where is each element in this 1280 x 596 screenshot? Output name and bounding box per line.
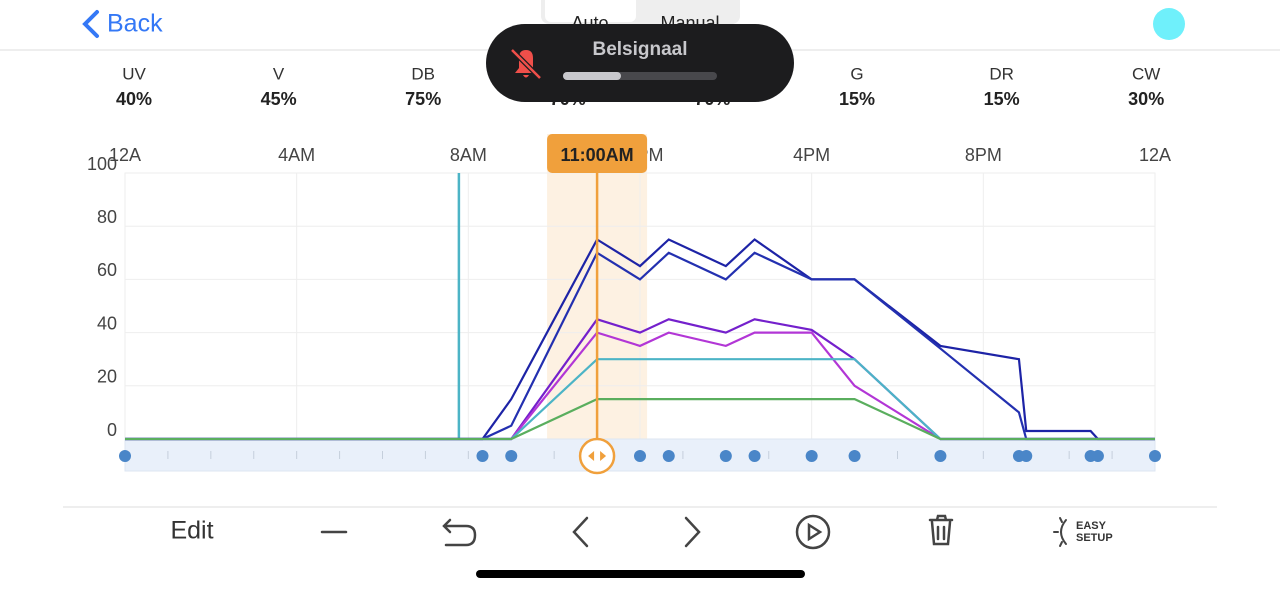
channel-name: DR (989, 64, 1014, 83)
back-label: Back (107, 10, 163, 38)
y-tick-label: 20 (97, 367, 117, 387)
x-tick-label: 4PM (793, 145, 830, 165)
edit-button[interactable]: Edit (170, 517, 213, 545)
handle-arrows (588, 451, 607, 461)
y-tick-label: 40 (97, 313, 117, 333)
home-indicator (476, 570, 805, 578)
channel-value: 15% (839, 89, 875, 109)
channel-value: 40% (116, 89, 152, 109)
series-line (125, 398, 1155, 441)
timepoint-dot (719, 450, 732, 462)
timepoint-dot (1091, 450, 1104, 462)
timepoint-dot (662, 450, 675, 462)
easy-setup-icon (1060, 519, 1067, 545)
channel-name: G (850, 64, 863, 83)
back-button[interactable]: Back (82, 10, 163, 38)
series-line (125, 237, 1155, 441)
channel-value: 15% (984, 89, 1020, 109)
setup-label: SETUP (1076, 532, 1113, 544)
bell-slash (511, 49, 541, 79)
timepoint-dot (1020, 450, 1033, 462)
channel-value: 75% (405, 89, 441, 109)
x-tick-label: 12A (109, 145, 141, 165)
undo-button[interactable] (442, 518, 477, 547)
toast: Belsignaal (486, 24, 794, 102)
channel-name: DB (411, 64, 435, 83)
y-tick-label: 100 (87, 154, 117, 174)
play-button[interactable] (795, 514, 831, 550)
toolbar: Edit EASY SETUP (170, 514, 1113, 550)
timepoint-dot (634, 450, 646, 462)
cursor-badge (547, 134, 648, 173)
timepoint-dot (119, 450, 131, 462)
timepoint-dot (934, 450, 947, 462)
channel-name: CW (1132, 64, 1160, 83)
cursor-label: 11:00AM (561, 145, 634, 165)
x-tick-label: 4AM (278, 145, 315, 165)
toast-bg (486, 24, 794, 102)
timepoint-dot (748, 450, 761, 462)
delete-button[interactable] (928, 514, 954, 546)
y-tick-label: 60 (97, 260, 117, 280)
y-tick-label: 0 (107, 420, 117, 440)
timepoint-dot (1149, 450, 1161, 462)
chart: 02040608010012A4AM8AM12PM4PM8PM12A11:00A… (87, 134, 1171, 475)
toast-title: Belsignaal (592, 39, 687, 60)
channel-name: UV (122, 64, 146, 83)
status-dot[interactable] (1153, 8, 1185, 40)
next-button[interactable] (684, 516, 701, 548)
channel-name: V (273, 64, 285, 83)
prev-button[interactable] (572, 516, 589, 548)
segment-selected[interactable] (545, 0, 636, 22)
timepoint-dot (476, 450, 489, 462)
timepoint-dot (848, 450, 861, 462)
x-tick-label: 8PM (965, 145, 1002, 165)
channel-value: 30% (1128, 89, 1164, 109)
easy-label: EASY (1076, 520, 1107, 532)
x-tick-label: 12A (1139, 145, 1171, 165)
cursor-handle[interactable] (578, 437, 616, 475)
easy-setup-rays (1053, 517, 1063, 547)
channel-value: 45% (261, 89, 297, 109)
y-tick-label: 80 (97, 207, 117, 227)
play-icon (807, 522, 823, 542)
back-chevron (82, 10, 99, 38)
x-tick-label: 8AM (450, 145, 487, 165)
volume-fill (563, 72, 621, 80)
timepoint-dot (505, 450, 518, 462)
easy-setup-button[interactable]: EASY SETUP (1053, 517, 1113, 547)
timepoint-dot (805, 450, 818, 462)
